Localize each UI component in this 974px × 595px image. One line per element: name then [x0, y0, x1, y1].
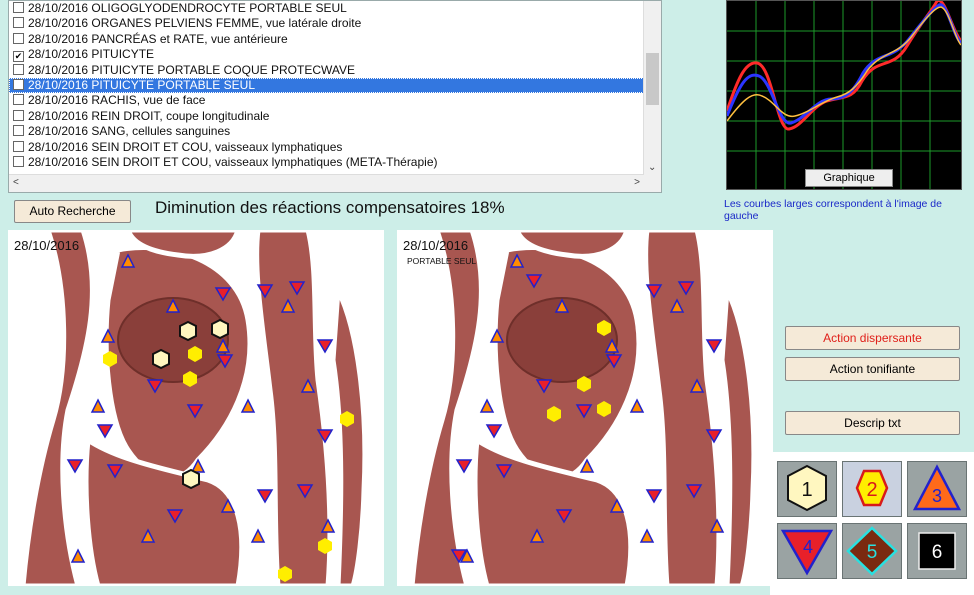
list-item[interactable]: 28/10/2016 RACHIS, vue de face	[9, 93, 644, 108]
checkbox[interactable]	[13, 63, 24, 75]
list-item[interactable]: 28/10/2016 SANG, cellules sanguines	[9, 124, 644, 139]
legend-cell-3[interactable]: 3	[907, 461, 967, 517]
scrollbar-thumb[interactable]	[646, 53, 659, 105]
checkbox[interactable]	[13, 140, 24, 152]
legend-number-1: 1	[801, 479, 812, 501]
checkbox[interactable]	[13, 125, 24, 137]
analysis-list: 28/10/2016 OLIGOGLYODENDROCYTE PORTABLE …	[9, 1, 644, 175]
left-panel-date: 28/10/2016	[14, 238, 80, 253]
list-item[interactable]: 28/10/2016 SEIN DROIT ET COU, vaisseaux …	[9, 140, 644, 155]
list-item[interactable]: 28/10/2016 PITUICYTE PORTABLE COQUE PROT…	[9, 63, 644, 78]
list-horizontal-scrollbar[interactable]: < >	[9, 174, 644, 192]
triangle-down-icon: 4	[780, 529, 834, 576]
marker-legend: 1 2 3 4 5 6	[770, 452, 974, 595]
list-item-label: 28/10/2016 PITUICYTE PORTABLE SEUL	[28, 77, 255, 92]
diamond-icon: 5	[846, 526, 898, 576]
legend-number-2: 2	[866, 479, 877, 501]
list-item[interactable]: 28/10/2016 PANCRÉAS et RATE, vue antérie…	[9, 32, 644, 47]
list-item-label: 28/10/2016 OLIGOGLYODENDROCYTE PORTABLE …	[28, 1, 347, 15]
left-tissue-panel: 28/10/2016	[8, 230, 384, 586]
legend-cell-2[interactable]: 2	[842, 461, 902, 517]
list-item-label: 28/10/2016 REIN DROIT, coupe longitudina…	[28, 108, 270, 123]
list-item-label: 28/10/2016 PANCRÉAS et RATE, vue antérie…	[28, 31, 288, 46]
list-item-label: 28/10/2016 RACHIS, vue de face	[28, 93, 206, 108]
list-item-label: 28/10/2016 SANG, cellules sanguines	[28, 124, 231, 139]
descrip-txt-button[interactable]: Descrip txt	[785, 411, 960, 435]
checkbox[interactable]	[13, 109, 24, 121]
hexagon-icon: 2	[855, 469, 889, 507]
graph-area	[725, 0, 963, 190]
right-panel-subtitle: PORTABLE SEUL	[407, 256, 477, 266]
list-item[interactable]: 28/10/2016 PITUICYTE PORTABLE SEUL	[9, 77, 644, 94]
scroll-down-icon[interactable]: ⌄	[648, 162, 657, 173]
list-item[interactable]: 28/10/2016 OLIGOGLYODENDROCYTE PORTABLE …	[9, 1, 644, 16]
list-item-label: 28/10/2016 ORGANES PELVIENS FEMME, vue l…	[28, 16, 362, 31]
scroll-right-icon[interactable]: >	[634, 177, 640, 188]
hexagon-icon: 1	[787, 464, 827, 512]
analysis-listbox[interactable]: 28/10/2016 OLIGOGLYODENDROCYTE PORTABLE …	[8, 0, 662, 193]
result-headline: Diminution des réactions compensatoires …	[155, 198, 505, 217]
graph-note: Les courbes larges correspondent à l'ima…	[724, 198, 942, 222]
list-item-label: 28/10/2016 SEIN DROIT ET COU, vaisseaux …	[28, 154, 438, 169]
curve-graph	[725, 0, 963, 189]
right-tissue-panel: 28/10/2016 PORTABLE SEUL	[397, 230, 773, 586]
checkbox[interactable]	[13, 94, 24, 106]
scroll-left-icon[interactable]: <	[13, 177, 19, 188]
scrollbar-corner	[644, 175, 661, 192]
checkbox[interactable]	[13, 32, 24, 44]
legend-number-6: 6	[932, 542, 943, 563]
legend-cell-4[interactable]: 4	[777, 523, 837, 579]
list-item-label: 28/10/2016 PITUICYTE PORTABLE COQUE PROT…	[28, 62, 355, 77]
square-icon: 6	[918, 532, 956, 570]
legend-cell-6[interactable]: 6	[907, 523, 967, 579]
tissue-image-right	[409, 230, 757, 586]
list-item[interactable]: 28/10/2016 REIN DROIT, coupe longitudina…	[9, 109, 644, 124]
list-item-label: 28/10/2016 SEIN DROIT ET COU, vaisseaux …	[28, 139, 343, 154]
list-item[interactable]: ✔ 28/10/2016 PITUICYTE	[9, 47, 644, 63]
list-item-label: 28/10/2016 PITUICYTE	[28, 47, 155, 62]
checkbox[interactable]	[13, 155, 24, 167]
checkbox[interactable]	[13, 2, 24, 13]
tissue-image-left	[20, 230, 368, 586]
list-item[interactable]: 28/10/2016 ORGANES PELVIENS FEMME, vue l…	[9, 16, 644, 31]
graph-button[interactable]: Graphique	[805, 169, 893, 187]
legend-number-4: 4	[803, 537, 813, 557]
legend-number-5: 5	[867, 542, 878, 563]
list-item[interactable]: 28/10/2016 SEIN DROIT ET COU, vaisseaux …	[9, 155, 644, 170]
tonifying-action-button[interactable]: Action tonifiante	[785, 357, 960, 381]
legend-cell-1[interactable]: 1	[777, 461, 837, 517]
legend-number-3: 3	[932, 486, 942, 506]
auto-search-button[interactable]: Auto Recherche	[14, 200, 131, 223]
checkbox[interactable]: ✔	[13, 51, 24, 63]
dispersing-action-button[interactable]: Action dispersante	[785, 326, 960, 350]
triangle-up-icon: 3	[912, 464, 962, 511]
checkbox[interactable]	[13, 17, 24, 29]
list-vertical-scrollbar[interactable]: ⌄	[643, 1, 661, 175]
checkbox[interactable]	[13, 78, 24, 90]
right-panel-date: 28/10/2016	[403, 238, 469, 253]
legend-cell-5[interactable]: 5	[842, 523, 902, 579]
